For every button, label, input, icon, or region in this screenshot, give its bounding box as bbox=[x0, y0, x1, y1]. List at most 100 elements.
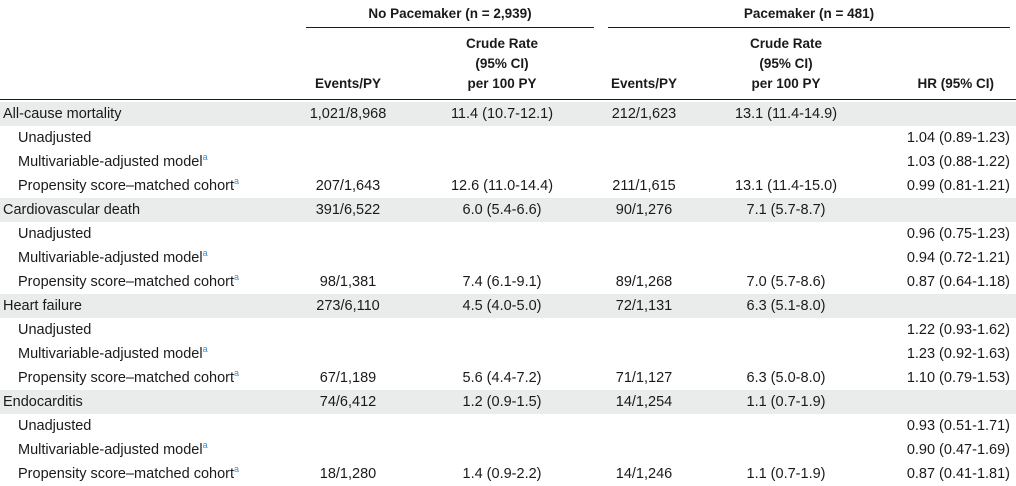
hazard-ratio-cell: 0.87 (0.64-1.18) bbox=[906, 274, 1010, 290]
hazard-ratio-cell: 0.99 (0.81-1.21) bbox=[906, 178, 1010, 194]
table-row: Propensity score–matched cohorta 67/1,189… bbox=[0, 366, 1016, 390]
footnote-marker: a bbox=[234, 368, 240, 379]
column-header-np-crude-rate: Crude Rate (95% CI) per 100 PY bbox=[465, 36, 538, 91]
p-crude-rate-cell: 7.0 (5.7-8.6) bbox=[746, 274, 826, 290]
row-label-text: Multivariable-adjusted model bbox=[18, 154, 203, 170]
row-label: Propensity score–matched cohorta bbox=[18, 270, 239, 294]
np-crude-rate-cell: 7.4 (6.1-9.1) bbox=[462, 274, 542, 290]
table-row: Multivariable-adjusted modela 0.94 (0.72-… bbox=[0, 246, 1016, 270]
np-events-cell: 74/6,412 bbox=[319, 394, 377, 410]
hazard-ratio-cell: 1.03 (0.88-1.22) bbox=[906, 154, 1010, 170]
hazard-ratio-cell: 1.04 (0.89-1.23) bbox=[906, 130, 1010, 146]
group-rule-no-pacemaker bbox=[306, 27, 594, 28]
row-label-text: All-cause mortality bbox=[3, 106, 122, 122]
p-crude-rate-cell: 13.1 (11.4-15.0) bbox=[734, 178, 838, 194]
p-crude-rate-cell: 7.1 (5.7-8.7) bbox=[746, 202, 826, 218]
hazard-ratio-cell: 0.93 (0.51-1.71) bbox=[906, 418, 1010, 434]
footnote-marker: a bbox=[202, 152, 208, 163]
np-events-cell: 67/1,189 bbox=[319, 370, 377, 386]
table-row: Unadjusted 0.96 (0.75-1.23) bbox=[0, 222, 1016, 246]
group-rule-pacemaker bbox=[608, 27, 1010, 28]
np-crude-rate-cell: 11.4 (10.7-12.1) bbox=[450, 106, 554, 122]
row-label-text: Heart failure bbox=[3, 298, 82, 314]
np-events-cell: 1,021/8,968 bbox=[309, 106, 387, 122]
table-row: Propensity score–matched cohorta 18/1,280… bbox=[0, 462, 1016, 486]
table-row: Multivariable-adjusted modela 1.23 (0.92-… bbox=[0, 342, 1016, 366]
row-label-text: Endocarditis bbox=[3, 394, 83, 410]
row-label: Heart failure bbox=[3, 294, 82, 318]
table-row: Cardiovascular death 391/6,522 6.0 (5.4-6.… bbox=[0, 198, 1016, 222]
hazard-ratio-cell: 0.94 (0.72-1.21) bbox=[906, 250, 1010, 266]
np-events-cell: 391/6,522 bbox=[315, 202, 381, 218]
footnote-marker: a bbox=[234, 272, 240, 283]
row-label-text: Multivariable-adjusted model bbox=[18, 442, 203, 458]
column-header-p-crude-rate: Crude Rate (95% CI) per 100 PY bbox=[749, 36, 822, 91]
table-row: Multivariable-adjusted modela 0.90 (0.47-… bbox=[0, 438, 1016, 462]
p-crude-rate-cell: 6.3 (5.1-8.0) bbox=[746, 298, 826, 314]
p-crude-rate-cell: 1.1 (0.7-1.9) bbox=[746, 394, 826, 410]
footnote-marker: a bbox=[202, 344, 208, 355]
np-events-cell: 207/1,643 bbox=[315, 178, 381, 194]
p-events-cell: 71/1,127 bbox=[615, 370, 673, 386]
row-label: Propensity score–matched cohorta bbox=[18, 462, 239, 486]
column-header-p-events: Events/PY bbox=[610, 76, 678, 91]
row-label: Unadjusted bbox=[18, 126, 91, 150]
row-label-text: Unadjusted bbox=[18, 322, 92, 338]
np-events-cell: 98/1,381 bbox=[319, 274, 377, 290]
row-label: Multivariable-adjusted modela bbox=[18, 438, 208, 462]
row-label-text: Unadjusted bbox=[18, 226, 92, 242]
row-label: Unadjusted bbox=[18, 318, 91, 342]
p-events-cell: 14/1,246 bbox=[615, 466, 673, 482]
row-label: Multivariable-adjusted modela bbox=[18, 150, 208, 174]
np-crude-rate-cell: 6.0 (5.4-6.6) bbox=[462, 202, 542, 218]
row-label-text: Propensity score–matched cohort bbox=[18, 274, 234, 290]
table-row: Unadjusted 0.93 (0.51-1.71) bbox=[0, 414, 1016, 438]
p-events-cell: 14/1,254 bbox=[615, 394, 673, 410]
footnote-marker: a bbox=[234, 176, 240, 187]
hazard-ratio-cell: 0.87 (0.41-1.81) bbox=[906, 466, 1010, 482]
row-label: Unadjusted bbox=[18, 222, 91, 246]
table-row: Propensity score–matched cohorta 207/1,64… bbox=[0, 174, 1016, 198]
np-crude-rate-cell: 4.5 (4.0-5.0) bbox=[462, 298, 542, 314]
table-row: Multivariable-adjusted modela 1.03 (0.88-… bbox=[0, 150, 1016, 174]
p-events-cell: 211/1,615 bbox=[612, 178, 676, 194]
table-row: Unadjusted 1.04 (0.89-1.23) bbox=[0, 126, 1016, 150]
row-label: Multivariable-adjusted modela bbox=[18, 246, 208, 270]
p-events-cell: 89/1,268 bbox=[615, 274, 673, 290]
p-crude-rate-cell: 13.1 (11.4-14.9) bbox=[734, 106, 838, 122]
hazard-ratio-cell: 1.23 (0.92-1.63) bbox=[906, 346, 1010, 362]
group-header-no-pacemaker: No Pacemaker (n = 2,939) bbox=[368, 6, 532, 21]
footnote-marker: a bbox=[202, 248, 208, 259]
row-label-text: Propensity score–matched cohort bbox=[18, 178, 234, 194]
row-label: Endocarditis bbox=[3, 390, 83, 414]
hazard-ratio-cell: 0.96 (0.75-1.23) bbox=[906, 226, 1010, 242]
p-crude-rate-cell: 1.1 (0.7-1.9) bbox=[746, 466, 826, 482]
table-row: Endocarditis 74/6,412 1.2 (0.9-1.5) 14/1,25… bbox=[0, 390, 1016, 414]
row-label-text: Multivariable-adjusted model bbox=[18, 250, 203, 266]
np-crude-rate-cell: 1.2 (0.9-1.5) bbox=[462, 394, 542, 410]
column-header-np-events: Events/PY bbox=[314, 76, 382, 91]
row-label: Propensity score–matched cohorta bbox=[18, 174, 239, 198]
table-row: All-cause mortality 1,021/8,968 11.4 (10.7… bbox=[0, 102, 1016, 126]
row-label: Unadjusted bbox=[18, 414, 91, 438]
p-crude-rate-cell: 6.3 (5.0-8.0) bbox=[746, 370, 826, 386]
row-label-text: Cardiovascular death bbox=[3, 202, 141, 218]
p-events-cell: 212/1,623 bbox=[611, 106, 677, 122]
column-header-hr: HR (95% CI) bbox=[917, 76, 994, 91]
np-events-cell: 273/6,110 bbox=[316, 298, 380, 314]
p-events-cell: 72/1,131 bbox=[615, 298, 673, 314]
row-label-text: Propensity score–matched cohort bbox=[18, 370, 234, 386]
footnote-marker: a bbox=[202, 440, 208, 451]
table-row: Unadjusted 1.22 (0.93-1.62) bbox=[0, 318, 1016, 342]
row-label-text: Unadjusted bbox=[18, 418, 92, 434]
row-label-text: Multivariable-adjusted model bbox=[18, 346, 203, 362]
table-row: Heart failure 273/6,110 4.5 (4.0-5.0) 72/1,… bbox=[0, 294, 1016, 318]
row-label: Propensity score–matched cohorta bbox=[18, 366, 239, 390]
np-crude-rate-cell: 12.6 (11.0-14.4) bbox=[450, 178, 554, 194]
footnote-marker: a bbox=[234, 464, 240, 475]
p-events-cell: 90/1,276 bbox=[615, 202, 673, 218]
row-label-text: Unadjusted bbox=[18, 130, 92, 146]
row-label: All-cause mortality bbox=[3, 102, 121, 126]
row-label: Multivariable-adjusted modela bbox=[18, 342, 208, 366]
